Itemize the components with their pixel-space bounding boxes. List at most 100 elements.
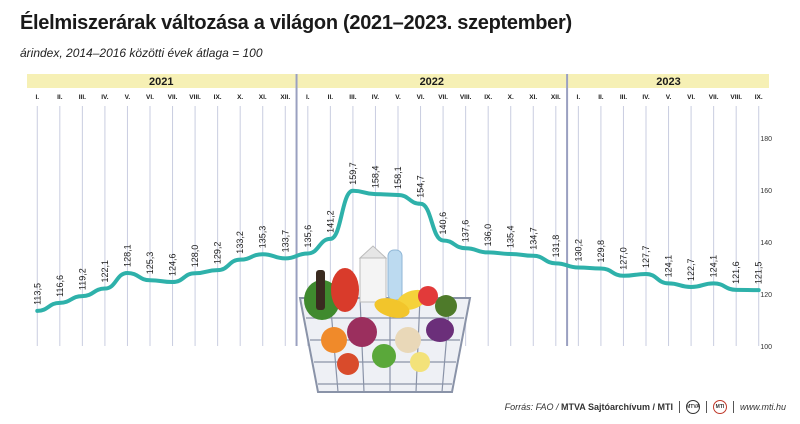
data-point xyxy=(283,256,287,260)
data-label: 140,6 xyxy=(438,212,448,235)
month-tick-label: I. xyxy=(306,94,310,101)
month-tick-label: IX. xyxy=(214,94,222,101)
data-label: 119,2 xyxy=(77,268,87,290)
data-label: 124,1 xyxy=(664,255,674,278)
data-point xyxy=(644,272,648,276)
month-tick-label: V. xyxy=(125,94,131,101)
data-point xyxy=(306,251,310,255)
data-label: 127,7 xyxy=(641,245,651,268)
month-tick-label: I. xyxy=(35,94,39,101)
data-point xyxy=(621,274,625,278)
data-label: 158,4 xyxy=(370,166,380,189)
data-point xyxy=(396,193,400,197)
y-tick-label: 160 xyxy=(760,188,772,195)
month-tick-label: VIII. xyxy=(189,94,201,101)
data-point xyxy=(193,271,197,275)
data-point xyxy=(351,189,355,193)
data-point xyxy=(486,250,490,254)
data-point xyxy=(464,246,468,250)
data-point xyxy=(373,192,377,196)
month-tick-label: XI. xyxy=(259,94,267,101)
year-band xyxy=(297,74,567,88)
month-tick-label: X. xyxy=(237,94,243,101)
data-label: 129,2 xyxy=(213,242,223,265)
data-label: 136,0 xyxy=(483,224,493,247)
data-label: 158,1 xyxy=(393,166,403,189)
data-point xyxy=(554,261,558,265)
data-label: 135,3 xyxy=(258,226,268,249)
y-tick-label: 180 xyxy=(760,136,772,143)
data-label: 141,2 xyxy=(325,210,335,233)
data-label: 121,6 xyxy=(731,261,741,284)
month-tick-label: I. xyxy=(577,94,581,101)
year-band xyxy=(27,74,296,88)
data-label: 159,7 xyxy=(348,162,358,185)
mtva-logo-icon: MTVA xyxy=(685,400,700,414)
separator xyxy=(678,401,680,413)
data-point xyxy=(328,237,332,241)
month-tick-label: VI. xyxy=(687,94,695,101)
data-label: 116,6 xyxy=(55,275,65,297)
data-label: 124,1 xyxy=(709,255,719,278)
month-tick-label: V. xyxy=(395,94,401,101)
y-tick-label: 120 xyxy=(760,292,772,299)
data-label: 122,7 xyxy=(686,258,696,281)
data-point xyxy=(103,287,107,291)
data-label: 131,8 xyxy=(551,235,561,258)
data-point xyxy=(216,268,220,272)
month-tick-label: IV. xyxy=(372,94,380,101)
data-label: 135,4 xyxy=(506,225,516,248)
data-point xyxy=(125,271,129,275)
month-tick-label: XII. xyxy=(551,94,561,101)
data-label: 124,6 xyxy=(168,254,178,277)
data-label: 134,7 xyxy=(528,227,538,250)
month-tick-label: II. xyxy=(328,94,334,101)
data-label: 125,3 xyxy=(145,252,155,275)
mti-logo-icon: MTI xyxy=(712,400,727,414)
data-label: 113,5 xyxy=(32,283,42,305)
data-label: 128,0 xyxy=(190,245,200,268)
data-label: 137,6 xyxy=(461,220,471,243)
month-tick-label: IV. xyxy=(101,94,109,101)
month-tick-label: VII. xyxy=(168,94,178,101)
year-label: 2022 xyxy=(420,76,444,88)
grocery-basket-illustration xyxy=(298,245,472,393)
data-label: 127,0 xyxy=(618,247,628,270)
data-point xyxy=(712,281,716,285)
footer-credits: Forrás: FAO / MTVA Sajtóarchívum / MTI M… xyxy=(505,400,786,414)
month-tick-label: IX. xyxy=(755,94,763,101)
month-tick-label: VIII. xyxy=(730,94,742,101)
data-point xyxy=(667,281,671,285)
data-label: 135,6 xyxy=(303,225,313,248)
data-point xyxy=(599,267,603,271)
data-point xyxy=(441,238,445,242)
data-point xyxy=(35,309,39,313)
month-tick-label: II. xyxy=(57,94,63,101)
month-tick-label: III. xyxy=(79,94,86,101)
y-tick-label: 140 xyxy=(760,240,772,247)
month-tick-label: III. xyxy=(620,94,627,101)
y-tick-label: 100 xyxy=(760,344,772,351)
month-tick-label: VIII. xyxy=(460,94,472,101)
chart-title: Élelmiszerárak változása a világon (2021… xyxy=(20,12,572,34)
data-point xyxy=(80,294,84,298)
month-tick-label: IX. xyxy=(484,94,492,101)
data-point xyxy=(58,301,62,305)
data-label: 121,5 xyxy=(754,262,764,285)
website-text: www.mti.hu xyxy=(739,402,786,412)
month-tick-label: V. xyxy=(666,94,672,101)
data-point xyxy=(419,202,423,206)
data-label: 129,8 xyxy=(596,240,606,263)
data-point xyxy=(509,252,513,256)
month-tick-label: X. xyxy=(508,94,514,101)
year-band xyxy=(568,74,769,88)
data-label: 130,2 xyxy=(573,239,583,262)
month-tick-label: XII. xyxy=(280,94,290,101)
chart-subtitle: árindex, 2014–2016 közötti évek átlaga =… xyxy=(20,46,263,60)
month-tick-label: IV. xyxy=(642,94,650,101)
month-tick-label: VII. xyxy=(709,94,719,101)
year-label: 2023 xyxy=(656,76,680,88)
year-label: 2021 xyxy=(149,76,173,88)
data-point xyxy=(148,278,152,282)
